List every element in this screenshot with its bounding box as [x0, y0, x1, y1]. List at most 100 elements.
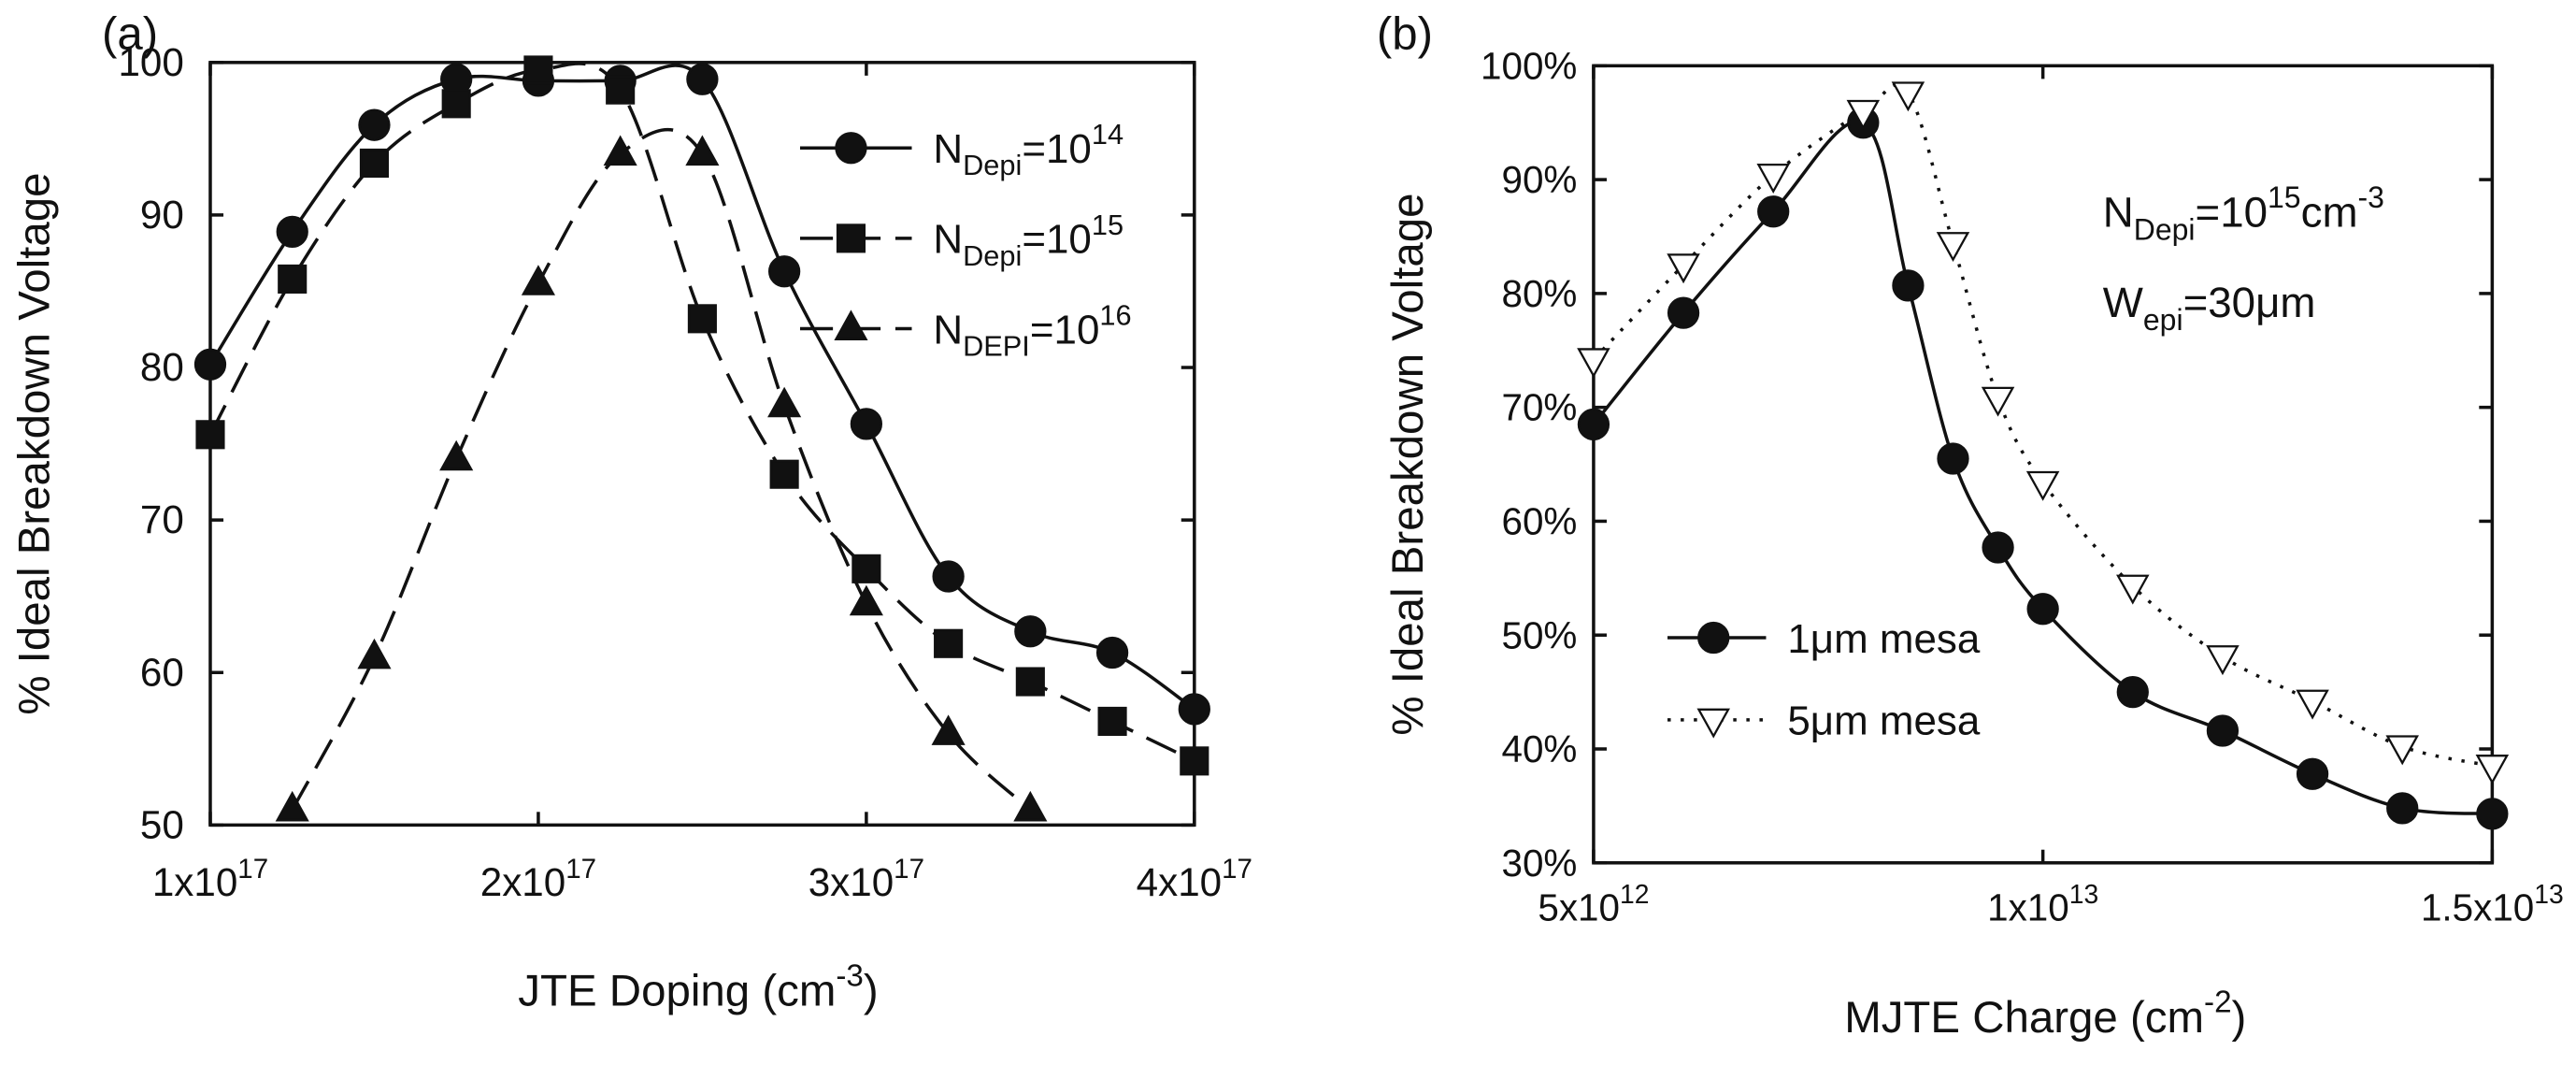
text-part: =30μm: [2183, 279, 2316, 326]
text-part: 17: [237, 854, 268, 885]
text-part: ): [864, 967, 879, 1016]
data-point: [2206, 714, 2240, 747]
data-point: [1577, 348, 1610, 379]
annotation: Wepi=30μm: [2103, 279, 2316, 337]
data-point: [193, 348, 227, 381]
data-point: [1937, 442, 1969, 475]
text-part: 15: [1092, 209, 1123, 241]
data-point: [195, 420, 225, 450]
legend-label: NDepi=1015: [933, 209, 1123, 272]
y-tick-label: 60%: [1501, 500, 1577, 543]
y-tick-label: 70: [140, 497, 184, 541]
data-point: [686, 63, 719, 95]
data-point: [1891, 81, 1925, 112]
data-point: [1014, 615, 1047, 648]
text-part: =10: [1022, 217, 1092, 263]
y-tick-label: 50%: [1501, 613, 1577, 656]
legend-marker: [1697, 621, 1730, 655]
data-point: [1667, 296, 1700, 329]
text-part: -3: [836, 958, 864, 993]
data-point: [276, 215, 308, 249]
text-part: 2x10: [480, 860, 565, 904]
text-part: N: [933, 307, 963, 353]
x-tick-label: 1x1013: [1987, 879, 2098, 928]
text-part: N: [933, 126, 963, 172]
text-part: 13: [2069, 879, 2098, 909]
y-axis-label: % Ideal Breakdown Voltage: [1383, 193, 1433, 735]
legend-label: 5μm mesa: [1787, 698, 1981, 744]
x-tick-label: 4x1017: [1137, 854, 1252, 904]
data-point: [2206, 645, 2240, 676]
data-point: [358, 108, 391, 141]
data-point: [769, 459, 799, 489]
y-tick-label: 30%: [1501, 842, 1577, 885]
data-point: [521, 265, 555, 295]
legend-label: NDepi=1014: [933, 118, 1123, 181]
data-point: [931, 714, 966, 745]
legend-label: 1μm mesa: [1787, 616, 1981, 662]
text-part: 1.5x10: [2421, 885, 2534, 928]
legend-marker: [835, 132, 867, 165]
data-point: [523, 55, 553, 85]
data-point: [1756, 164, 1790, 194]
y-axis-label: % Ideal Breakdown Voltage: [10, 172, 60, 714]
data-point: [852, 554, 881, 583]
data-point: [767, 255, 801, 288]
data-point: [441, 89, 471, 119]
data-point: [2025, 470, 2060, 501]
y-tick-label: 60: [140, 650, 184, 694]
data-point: [1892, 269, 1925, 302]
legend-label: NDEPI=1016: [933, 299, 1131, 363]
legend-marker: [836, 223, 866, 253]
data-point: [606, 75, 636, 105]
data-point: [2116, 574, 2150, 605]
x-tick-label: 1x1017: [152, 854, 268, 904]
data-point: [1982, 531, 2014, 564]
series-line: [291, 127, 1032, 812]
text-part: epi: [2143, 303, 2183, 337]
x-tick-label: 2x1017: [480, 854, 596, 904]
text-part: 14: [1092, 118, 1123, 151]
data-point: [359, 148, 390, 179]
y-tick-label: 80: [140, 345, 184, 389]
text-part: DEPI: [963, 330, 1030, 363]
text-part: JTE Doping (cm: [518, 967, 836, 1016]
text-part: 4x10: [1137, 860, 1222, 904]
text-part: N: [933, 217, 963, 263]
panel-label: (a): [102, 8, 158, 60]
text-part: 1x10: [152, 860, 237, 904]
y-tick-label: 90%: [1501, 158, 1577, 201]
data-point: [932, 560, 965, 593]
y-tick-label: 50: [140, 802, 184, 846]
legend-marker: [1696, 708, 1730, 739]
x-tick-label: 3x1017: [809, 854, 924, 904]
data-point: [1095, 636, 1129, 669]
data-point: [767, 386, 802, 418]
text-part: 15: [2268, 180, 2301, 214]
text-part: 5x10: [1538, 885, 1620, 928]
text-part: 1x10: [1987, 885, 2069, 928]
data-point: [439, 439, 474, 471]
y-tick-label: 80%: [1501, 272, 1577, 315]
series-line: [208, 62, 1195, 763]
text-part: Depi: [963, 239, 1022, 272]
legend-marker: [834, 309, 868, 340]
panel-label: (b): [1377, 8, 1433, 60]
data-point: [685, 135, 720, 166]
text-part: MJTE Charge (cm: [1844, 993, 2204, 1043]
data-point: [1757, 195, 1790, 228]
data-point: [357, 638, 392, 669]
data-point: [2475, 755, 2510, 785]
y-tick-label: 70%: [1501, 386, 1577, 429]
text-part: 17: [565, 854, 596, 885]
text-part: 17: [894, 854, 924, 885]
data-point: [1846, 99, 1881, 130]
data-point: [2386, 792, 2419, 825]
data-point: [1667, 253, 1700, 284]
data-point: [1577, 408, 1610, 441]
text-part: cm: [2301, 189, 2358, 237]
data-point: [850, 408, 883, 440]
data-point: [1013, 790, 1048, 822]
